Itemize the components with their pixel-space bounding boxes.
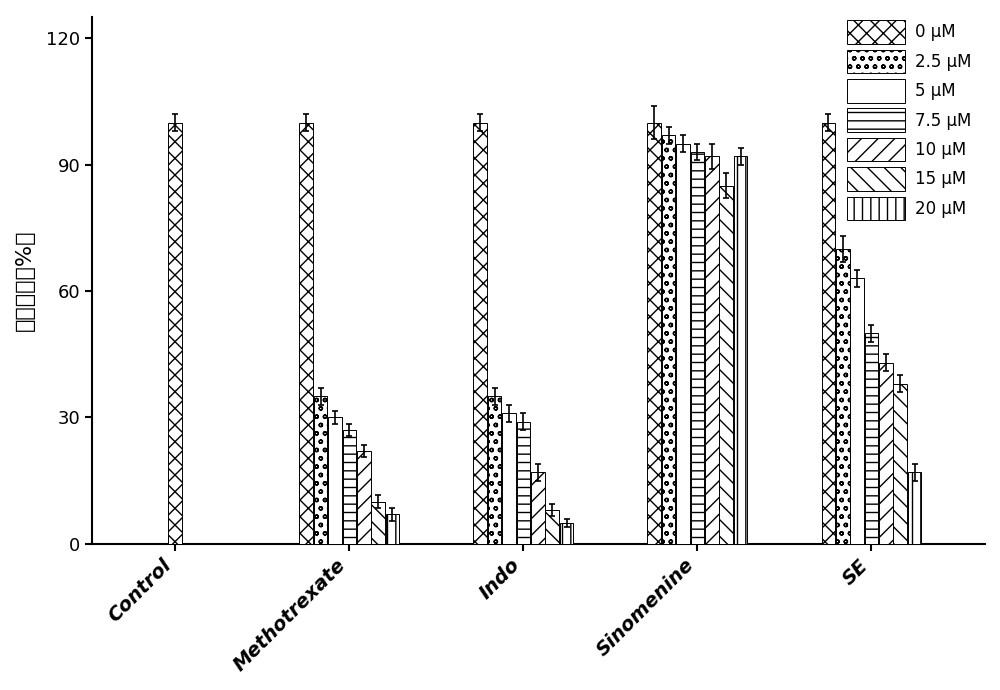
Bar xyxy=(691,152,704,544)
Bar xyxy=(328,417,342,544)
Bar xyxy=(517,422,530,544)
Bar xyxy=(299,123,313,544)
Bar xyxy=(502,413,516,544)
Bar xyxy=(734,157,747,544)
Bar xyxy=(836,249,850,544)
Bar xyxy=(908,472,921,544)
Bar xyxy=(850,279,864,544)
Bar xyxy=(314,396,327,544)
Bar xyxy=(560,523,573,544)
Y-axis label: 细胞活力（%）: 细胞活力（%） xyxy=(15,230,35,331)
Bar xyxy=(168,123,182,544)
Bar xyxy=(473,123,487,544)
Bar xyxy=(662,135,675,544)
Bar xyxy=(865,333,878,544)
Bar xyxy=(719,186,733,544)
Bar xyxy=(545,510,559,544)
Bar xyxy=(371,502,385,544)
Bar xyxy=(822,123,835,544)
Legend: 0 μM, 2.5 μM, 5 μM, 7.5 μM, 10 μM, 15 μM, 20 μM: 0 μM, 2.5 μM, 5 μM, 7.5 μM, 10 μM, 15 μM… xyxy=(842,15,977,225)
Bar xyxy=(705,157,719,544)
Bar xyxy=(343,430,356,544)
Bar xyxy=(647,123,661,544)
Bar xyxy=(386,514,399,544)
Bar xyxy=(676,144,690,544)
Bar xyxy=(879,363,893,544)
Bar xyxy=(531,472,545,544)
Bar xyxy=(357,451,371,544)
Bar xyxy=(488,396,501,544)
Bar xyxy=(893,384,907,544)
